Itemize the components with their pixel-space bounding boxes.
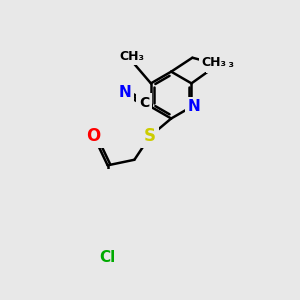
Text: O: O [87,127,101,145]
Text: CH₃: CH₃ [209,57,234,70]
Text: CH₃: CH₃ [201,56,226,69]
Text: N: N [118,85,131,100]
Text: N: N [187,99,200,114]
Text: CH₃: CH₃ [119,50,144,62]
Text: C: C [139,96,149,110]
Text: Cl: Cl [100,250,116,265]
Text: S: S [144,127,156,145]
